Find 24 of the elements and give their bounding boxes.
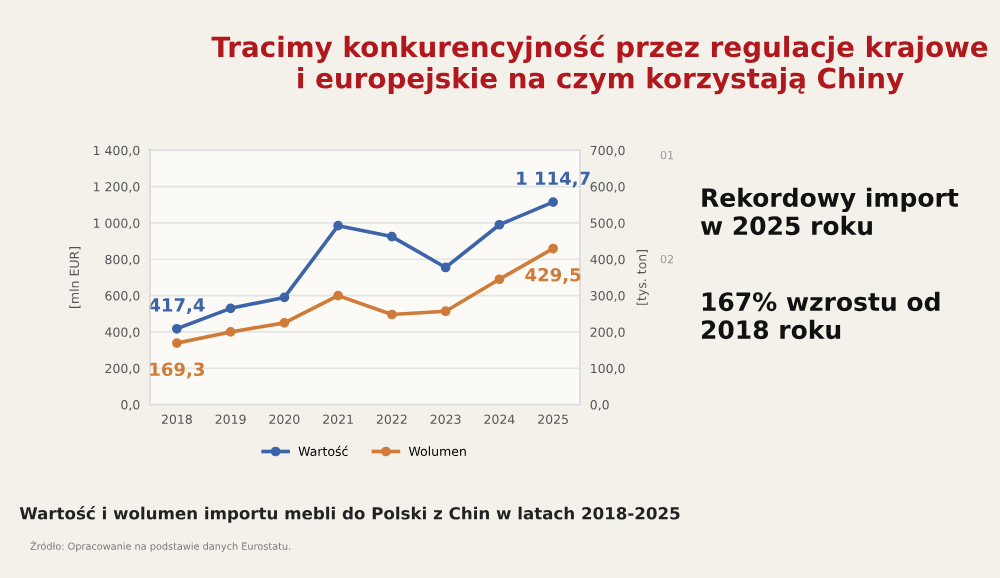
point xyxy=(225,303,236,314)
point xyxy=(172,323,182,334)
point xyxy=(172,338,182,348)
text: Rekordowy import w 2025 roku xyxy=(700,187,959,236)
point xyxy=(333,290,343,301)
point xyxy=(225,327,236,337)
point xyxy=(494,274,505,285)
point xyxy=(548,243,558,254)
text: 167% wzrostu od 2018 roku xyxy=(701,291,940,340)
data-label: 169,3 xyxy=(150,362,204,379)
point xyxy=(279,292,290,303)
data-label: 1 114,7 xyxy=(517,171,590,188)
point xyxy=(548,197,558,207)
data-label: 429,5 xyxy=(525,267,581,284)
point xyxy=(387,231,397,242)
chart-title: Tracimy konkurencyjność przez regulacje krajowe i europejskie na czym korzystają Chiny xyxy=(211,34,988,95)
point xyxy=(387,309,397,320)
data-label: 417,4 xyxy=(149,298,205,315)
point xyxy=(279,317,290,328)
point xyxy=(333,220,343,231)
point xyxy=(440,262,451,273)
point xyxy=(440,306,451,317)
text: Wartość i wolumen importu mebli do Polski z Chin w latach 2018-2025 xyxy=(19,506,680,523)
point xyxy=(494,219,505,230)
